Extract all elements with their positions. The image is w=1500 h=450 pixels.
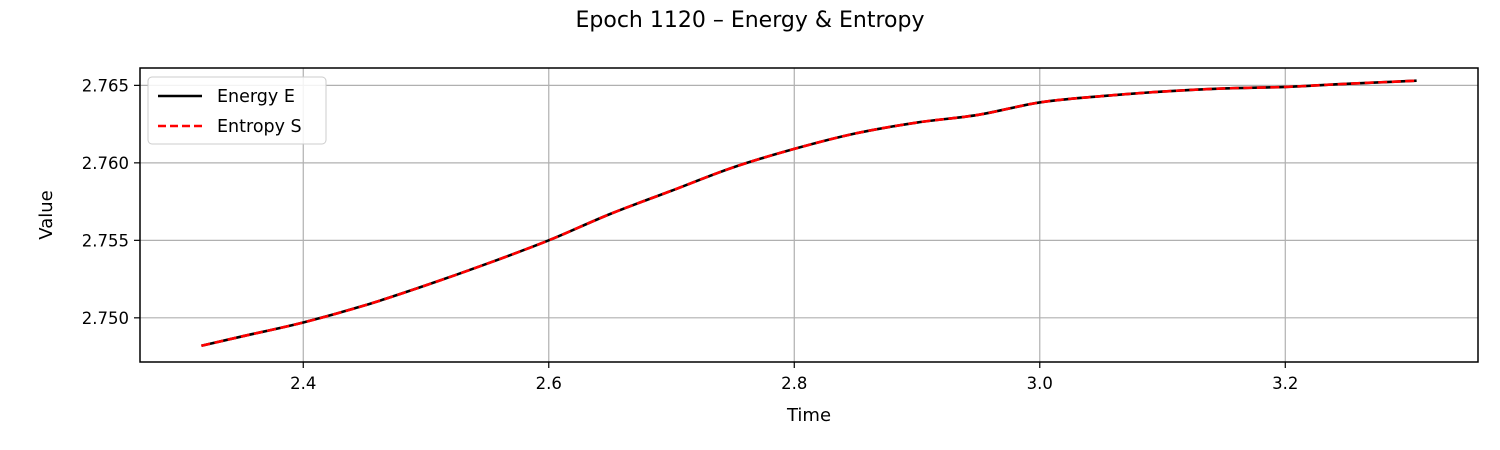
- chart-title: Epoch 1120 – Energy & Entropy: [576, 8, 925, 33]
- legend-label-energy: Energy E: [217, 87, 295, 107]
- y-tick-label: 2.750: [82, 309, 129, 328]
- series-entropy-line: [201, 79, 1417, 347]
- x-tick-label: 2.6: [536, 374, 562, 393]
- x-tick-label: 2.8: [781, 374, 807, 393]
- y-tick-label: 2.765: [82, 76, 129, 95]
- y-tick-label: 2.755: [82, 231, 129, 250]
- x-tick-label: 3.2: [1272, 374, 1298, 393]
- legend-label-entropy: Entropy S: [217, 117, 302, 137]
- grid: [140, 68, 1478, 362]
- x-axis-ticks: 2.4 2.6 2.8 3.0 3.2: [290, 362, 1298, 393]
- series-lines: [201, 79, 1417, 347]
- legend-box: [147, 76, 327, 145]
- y-axis-label: Value: [36, 190, 57, 239]
- plot-frame: [139, 67, 1479, 363]
- x-axis-label: Time: [786, 405, 831, 426]
- x-tick-label: 3.0: [1027, 374, 1053, 393]
- y-axis-ticks: 2.750 2.755 2.760 2.765: [82, 76, 140, 328]
- y-tick-label: 2.760: [82, 154, 129, 173]
- x-tick-label: 2.4: [290, 374, 316, 393]
- legend: Energy E Entropy S: [147, 76, 327, 145]
